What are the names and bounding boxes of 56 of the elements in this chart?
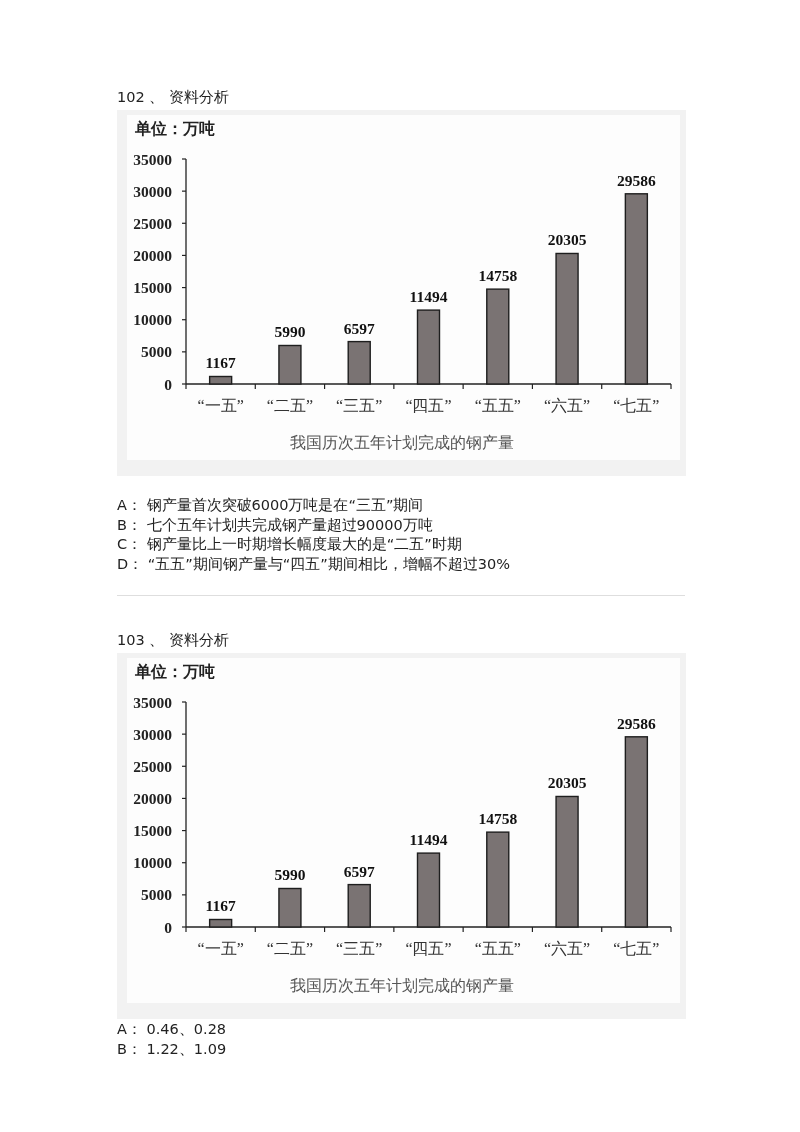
ytick-label: 10000: [133, 854, 172, 872]
data-label: 5990: [274, 866, 306, 884]
ytick-label: 10000: [133, 311, 172, 329]
annotation: B： 七个五年计划共完成钢产量超过90000万吨: [117, 515, 433, 535]
data-label: 1167: [205, 354, 236, 372]
category-label: “六五”: [543, 939, 591, 957]
category-label: “三五”: [336, 939, 383, 957]
ytick-label: 35000: [133, 693, 172, 711]
category-label: “二五”: [266, 396, 314, 414]
annotation: 103 、 资料分析: [117, 631, 229, 650]
category-label: “五五”: [474, 939, 521, 957]
ytick-label: 25000: [133, 214, 172, 232]
title: 我国历次五年计划完成的钢产量: [289, 433, 514, 451]
annotation: A： 钢产量首次突破6000万吨是在“三五”期间: [117, 496, 424, 515]
ytick-label: 35000: [133, 150, 172, 168]
data-label: 5990: [274, 323, 306, 341]
category-label: “四五”: [405, 396, 452, 414]
data-label: 20305: [547, 774, 587, 792]
category-label: “二五”: [266, 939, 314, 957]
annotation: B： 1.22、1.09: [117, 1040, 227, 1059]
ytick-label: 15000: [133, 279, 172, 297]
category-label: “六五”: [543, 396, 591, 414]
data-label: 11494: [409, 288, 448, 306]
ytick-label: 5000: [141, 343, 172, 361]
data-label: 20305: [547, 231, 587, 249]
ytick-label: 25000: [133, 757, 172, 775]
ylabel: 单位：万吨: [135, 119, 215, 137]
annotation: 102 、 资料分析: [117, 88, 229, 107]
data-label: 14758: [478, 810, 518, 828]
ytick-label: 5000: [141, 886, 172, 904]
title: 我国历次五年计划完成的钢产量: [289, 976, 514, 994]
data-label: 11494: [409, 831, 448, 849]
category-label: “七五”: [613, 396, 660, 414]
category-label: “七五”: [613, 939, 660, 957]
annotation: D： “五五”期间钢产量与“四五”期间相比，增幅不超过30%: [117, 554, 511, 574]
annotation: A： 0.46、0.28: [117, 1020, 227, 1039]
data-label: 29586: [617, 171, 656, 189]
ytick-label: 20000: [133, 246, 172, 264]
category-label: “三五”: [336, 396, 383, 414]
ytick-label: 0: [164, 918, 172, 936]
data-label: 6597: [343, 319, 375, 337]
ytick-label: 30000: [133, 725, 172, 743]
annotation: C： 钢产量比上一时期增长幅度最大的是“二五”时期: [117, 535, 462, 554]
category-label: “一五”: [197, 396, 244, 414]
category-label: “一五”: [197, 939, 244, 957]
category-label: “五五”: [474, 396, 521, 414]
ytick-label: 15000: [133, 822, 172, 840]
ytick-label: 20000: [133, 789, 172, 807]
data-label: 29586: [617, 714, 656, 732]
data-label: 14758: [478, 267, 518, 285]
ytick-label: 30000: [133, 182, 172, 200]
data-label: 6597: [343, 862, 375, 880]
ylabel: 单位：万吨: [135, 662, 215, 680]
ytick-label: 0: [164, 375, 172, 393]
category-label: “四五”: [405, 939, 452, 957]
data-label: 1167: [205, 897, 236, 915]
